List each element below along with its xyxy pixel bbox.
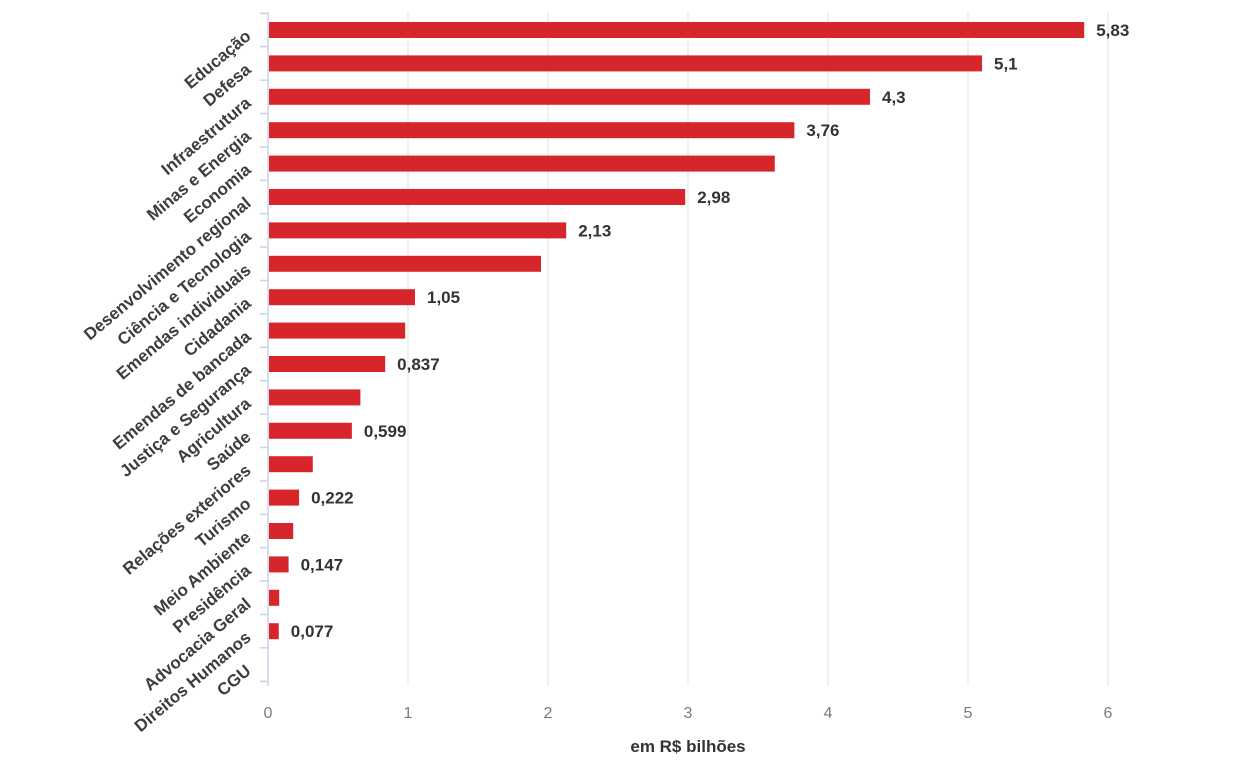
x-axis-title: em R$ bilhões [630, 737, 745, 756]
data-label: 1,05 [427, 288, 460, 307]
bar [269, 456, 313, 473]
bar [269, 255, 541, 272]
data-label: 2,13 [578, 221, 611, 240]
data-label: 4,3 [882, 88, 906, 107]
data-label: 5,1 [994, 54, 1018, 73]
bar [269, 222, 567, 239]
bar [269, 22, 1085, 38]
data-label: 3,76 [806, 121, 839, 140]
x-tick-label: 6 [1104, 705, 1113, 722]
bar [269, 289, 415, 306]
bar [269, 55, 982, 72]
bar [269, 389, 361, 406]
bar [269, 155, 775, 172]
x-tick-label: 5 [964, 705, 973, 722]
bar [269, 122, 795, 139]
x-tick-label: 3 [684, 705, 693, 722]
bar [269, 189, 686, 205]
x-tick-label: 1 [404, 705, 413, 722]
bar [269, 88, 870, 105]
data-label: 0,077 [291, 622, 334, 641]
data-label: 2,98 [697, 188, 730, 207]
x-tick-label: 0 [264, 705, 273, 722]
bar [269, 356, 386, 372]
data-label: 5,83 [1096, 21, 1129, 40]
bar [269, 322, 406, 339]
data-label: 0,599 [364, 422, 407, 441]
bar [269, 556, 289, 573]
bar [269, 623, 279, 640]
bar [269, 489, 300, 506]
data-label: 0,837 [397, 355, 440, 374]
x-tick-label: 2 [544, 705, 553, 722]
data-label: 0,147 [301, 555, 344, 574]
bar [269, 523, 294, 539]
data-label: 0,222 [311, 489, 354, 508]
bar [269, 589, 280, 606]
x-tick-label: 4 [824, 705, 833, 722]
bar [269, 422, 352, 439]
